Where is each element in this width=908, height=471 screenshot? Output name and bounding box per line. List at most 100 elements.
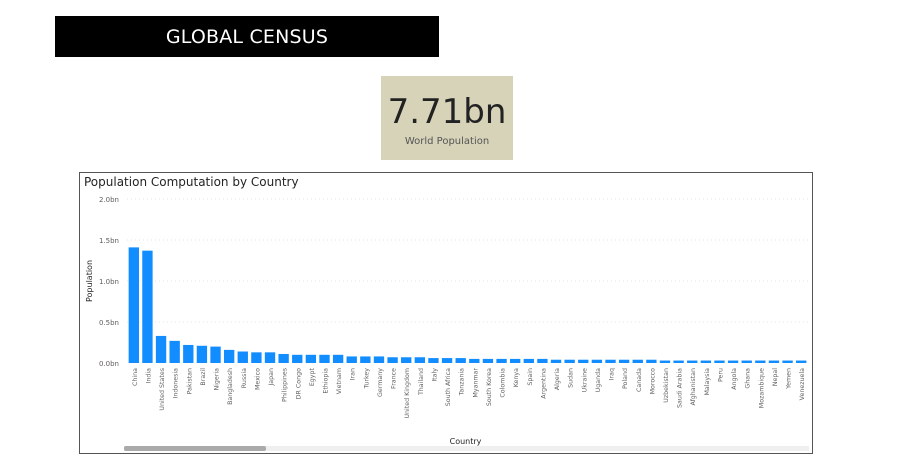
x-tick-label: Philippines — [282, 368, 289, 402]
kpi-label: World Population — [404, 136, 490, 147]
bar[interactable] — [523, 358, 534, 363]
x-tick-label: Pakistan — [186, 368, 193, 394]
x-tick-label: Canada — [636, 368, 643, 392]
x-tick-label: Afghanistan — [690, 368, 697, 406]
bar-chart-svg: 0.0bn 0.5bn 1.0bn 1.5bn 2.0bn Population China… — [85, 196, 808, 446]
bar[interactable] — [223, 349, 235, 363]
x-tick-label: DR Congo — [295, 368, 302, 399]
bar[interactable] — [673, 360, 684, 363]
bar[interactable] — [605, 359, 616, 363]
bar[interactable] — [428, 358, 439, 363]
x-tick-label: Ukraine — [581, 368, 588, 392]
bar[interactable] — [714, 360, 725, 363]
horizontal-scrollbar-thumb[interactable] — [124, 446, 266, 451]
bar[interactable] — [387, 357, 398, 363]
bar[interactable] — [646, 359, 657, 363]
y-tick-label: 1.0bn — [99, 278, 119, 286]
bar[interactable] — [755, 360, 766, 363]
x-tick-label: Mexico — [254, 368, 261, 390]
bar[interactable] — [632, 359, 643, 363]
bar[interactable] — [237, 351, 248, 363]
x-tick-label: Poland — [622, 368, 629, 389]
x-tick-label: Peru — [717, 368, 724, 382]
x-tick-label: Nigeria — [214, 368, 221, 391]
dashboard-title: GLOBAL CENSUS — [165, 25, 329, 48]
bar[interactable] — [727, 360, 739, 363]
x-tick-label: Indonesia — [173, 368, 180, 399]
x-tick-label: Vietnam — [336, 368, 343, 394]
y-axis-label: Population — [85, 260, 94, 302]
x-tick-label: United States — [159, 368, 166, 411]
bar[interactable] — [741, 360, 752, 363]
y-tick-label: 1.5bn — [99, 237, 119, 245]
bar[interactable] — [469, 358, 480, 363]
x-tick-label: India — [145, 368, 152, 384]
bar[interactable] — [196, 345, 208, 363]
x-tick-label: Japan — [268, 368, 275, 387]
kpi-value: 7.71bn — [387, 92, 507, 132]
bar[interactable] — [264, 352, 276, 363]
x-tick-label: China — [132, 368, 139, 386]
population-chart: Population Computation by Country 0.0bn 0… — [79, 172, 813, 454]
bar[interactable] — [414, 357, 426, 363]
bar[interactable] — [782, 360, 793, 363]
bar[interactable] — [319, 354, 330, 363]
x-tick-label: Ghana — [745, 368, 752, 389]
bar[interactable] — [455, 358, 466, 363]
bar[interactable] — [305, 354, 317, 363]
bar[interactable] — [373, 356, 385, 363]
bar[interactable] — [441, 358, 453, 363]
bar[interactable] — [618, 359, 630, 363]
bar[interactable] — [687, 360, 698, 363]
bar[interactable] — [155, 335, 167, 363]
bar[interactable] — [169, 340, 180, 363]
x-tick-label: Colombia — [500, 368, 507, 398]
x-tick-label: Brazil — [200, 368, 207, 386]
bar[interactable] — [332, 354, 344, 363]
bar[interactable] — [659, 360, 671, 363]
x-tick-label: Italy — [431, 368, 438, 382]
x-tick-label: France — [391, 368, 398, 389]
x-tick-label: Yemen — [786, 368, 793, 390]
x-tick-label: Iraq — [609, 368, 616, 380]
y-tick-label: 2.0bn — [99, 196, 119, 204]
x-tick-label: Iran — [350, 368, 357, 380]
bar[interactable] — [550, 359, 562, 363]
x-tick-label: South Africa — [445, 368, 452, 406]
bar[interactable] — [564, 359, 575, 363]
horizontal-scrollbar-track[interactable] — [124, 446, 809, 451]
bar[interactable] — [210, 346, 221, 363]
bar[interactable] — [401, 357, 412, 363]
bar[interactable] — [700, 360, 712, 363]
y-tick-label: 0.5bn — [99, 319, 119, 327]
bar[interactable] — [292, 354, 303, 363]
bar[interactable] — [251, 352, 262, 363]
bar[interactable] — [509, 358, 521, 363]
bar[interactable] — [496, 358, 507, 363]
bar[interactable] — [278, 353, 289, 363]
bar[interactable] — [768, 360, 780, 363]
bar[interactable] — [360, 356, 371, 363]
x-tick-label: Spain — [527, 368, 534, 386]
bar[interactable] — [128, 247, 139, 363]
bar[interactable] — [591, 359, 603, 363]
dashboard-title-banner: GLOBAL CENSUS — [55, 16, 439, 57]
bar[interactable] — [183, 344, 194, 363]
x-tick-label: Tanzania — [459, 368, 466, 397]
x-tick-label: Turkey — [363, 368, 370, 390]
bar[interactable] — [142, 250, 153, 363]
bar[interactable] — [578, 359, 589, 363]
x-tick-label: Malaysia — [704, 368, 711, 396]
bar[interactable] — [796, 360, 807, 363]
bar[interactable] — [537, 358, 548, 363]
x-tick-label: Algeria — [554, 368, 561, 390]
bar[interactable] — [482, 358, 494, 363]
x-tick-label: Angola — [731, 368, 738, 390]
x-tick-label: Egypt — [309, 367, 316, 386]
x-tick-label: Ethiopia — [322, 368, 329, 394]
bar[interactable] — [346, 356, 357, 363]
world-population-card: 7.71bn World Population — [381, 76, 513, 160]
x-tick-label: Saudi Arabia — [677, 368, 684, 408]
x-tick-label: Morocco — [649, 368, 656, 395]
x-tick-label: Argentina — [540, 368, 547, 399]
